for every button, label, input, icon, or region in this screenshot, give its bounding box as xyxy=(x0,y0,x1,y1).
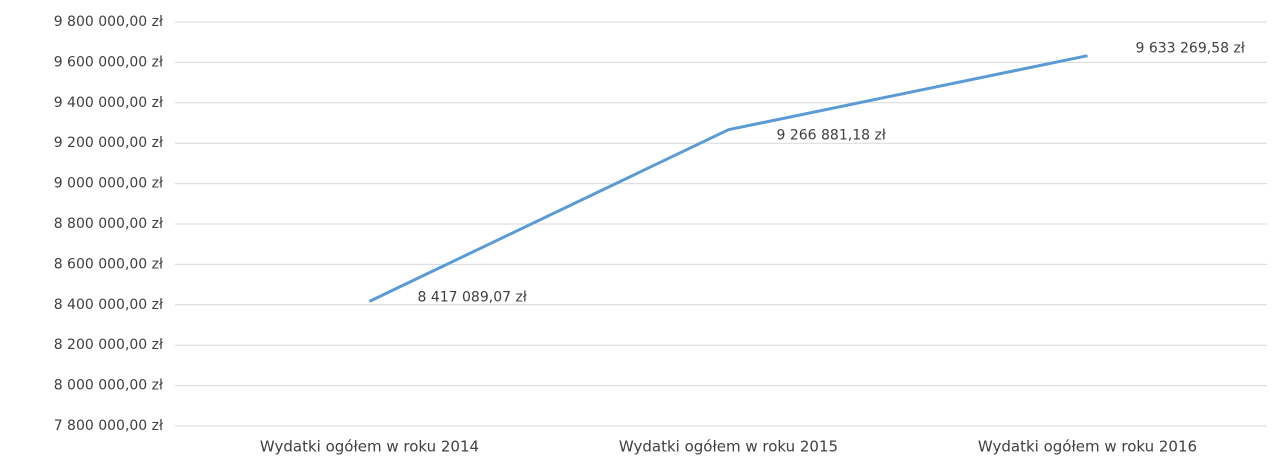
y-tick-label: 8 400 000,00 zł xyxy=(54,297,163,313)
y-tick-label: 9 000 000,00 zł xyxy=(54,176,163,192)
y-tick-label: 8 000 000,00 zł xyxy=(54,378,163,394)
x-tick-label: Wydatki ogółem w roku 2014 xyxy=(260,438,479,456)
y-tick-label: 8 800 000,00 zł xyxy=(54,216,163,232)
y-tick-label: 8 200 000,00 zł xyxy=(54,337,163,353)
data-label: 9 266 881,18 zł xyxy=(777,128,886,144)
y-tick-label: 9 800 000,00 zł xyxy=(54,14,163,30)
x-tick-label: Wydatki ogółem w roku 2015 xyxy=(619,438,838,456)
y-tick-label: 9 400 000,00 zł xyxy=(54,95,163,111)
x-tick-label: Wydatki ogółem w roku 2016 xyxy=(978,438,1197,456)
data-label: 8 417 089,07 zł xyxy=(418,289,527,305)
y-tick-label: 9 600 000,00 zł xyxy=(54,54,163,70)
data-label: 9 633 269,58 zł xyxy=(1136,41,1245,57)
y-tick-label: 9 200 000,00 zł xyxy=(54,135,163,151)
y-tick-label: 7 800 000,00 zł xyxy=(54,418,163,434)
line xyxy=(368,54,1088,303)
y-tick-label: 8 600 000,00 zł xyxy=(54,256,163,272)
